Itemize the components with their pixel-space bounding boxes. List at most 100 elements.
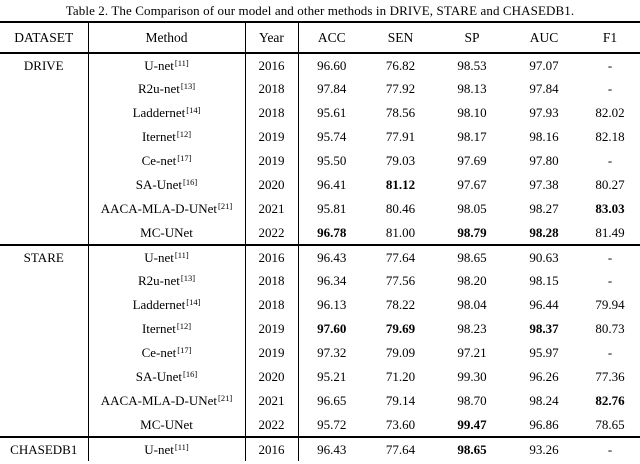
metric-cell-acc: 96.34 (317, 273, 347, 288)
table-row: CHASEDB1 U-net[11] 2016 96.43 77.64 98.65 93.2… (0, 436, 640, 461)
year-cell: 2019 (245, 341, 299, 365)
metric-cell-sp: 98.17 (457, 129, 487, 144)
dataset-cell (0, 77, 89, 101)
metric-cell-sp: 98.13 (457, 81, 487, 96)
table-row: Laddernet[14] 2018 96.13 78.22 98.04 96.44 79.… (0, 293, 640, 317)
metric-cell-sen: 77.64 (365, 244, 436, 269)
table-row: SA-Unet[16] 2020 96.41 81.12 97.67 97.38 80.27 (0, 173, 640, 197)
year-cell: 2018 (245, 269, 299, 293)
year-cell: 2020 (245, 173, 299, 197)
metric-cell-auc: 97.07 (529, 57, 559, 73)
citation-ref: [11] (174, 441, 189, 452)
table-row: R2u-net[13] 2018 96.34 77.56 98.20 98.15 - (0, 269, 640, 293)
metric-cell-f1: 82.76 (595, 393, 625, 408)
comparison-table: DATASET Method Year ACC SEN SP AUC F1 DR… (0, 21, 640, 461)
metric-cell-sp: 97.21 (457, 345, 487, 360)
col-header-year: Year (245, 21, 299, 54)
method-cell: Laddernet[14] (88, 101, 246, 125)
metric-cell-acc: 95.21 (317, 369, 347, 384)
citation-ref: [12] (176, 129, 192, 139)
metric-cell-sp: 98.65 (436, 436, 508, 461)
dataset-cell: DRIVE (0, 53, 89, 77)
method-cell: MC-UNet (88, 221, 246, 245)
col-header-sen: SEN (365, 21, 436, 54)
metric-cell-f1: 79.94 (595, 297, 625, 312)
metric-cell-sp: 98.23 (457, 321, 487, 336)
metric-cell-acc: 96.43 (298, 436, 365, 461)
metric-cell-f1: - (580, 244, 640, 269)
citation-ref: [11] (174, 57, 189, 68)
metric-cell-sp: 98.10 (457, 105, 487, 120)
method-cell: R2u-net[13] (88, 269, 246, 293)
table-row: MC-UNet 2022 95.72 73.60 99.47 96.86 78.65 (0, 413, 640, 437)
table-caption: Table 2. The Comparison of our model and… (65, 3, 575, 18)
citation-ref: [16] (183, 369, 198, 379)
table-row: Ce-net[17] 2019 97.32 79.09 97.21 95.97 - (0, 341, 640, 365)
citation-ref: [21] (218, 393, 233, 403)
metric-cell-auc: 98.28 (529, 224, 559, 240)
year-cell: 2022 (245, 221, 299, 245)
metric-cell-auc: 93.26 (508, 436, 580, 461)
metric-cell-acc: 95.72 (317, 416, 347, 432)
metric-cell-acc: 95.61 (317, 105, 347, 120)
dataset-cell (0, 269, 89, 293)
dataset-cell (0, 293, 89, 317)
metric-cell-f1: 81.49 (595, 224, 625, 240)
metric-cell-sp: 98.70 (457, 393, 487, 408)
dataset-cell: STARE (0, 244, 89, 269)
citation-ref: [11] (174, 249, 189, 260)
metric-cell-f1: - (580, 436, 640, 461)
metric-cell-acc: 97.60 (317, 321, 347, 336)
dataset-cell (0, 125, 89, 149)
method-cell: SA-Unet[16] (88, 173, 246, 197)
col-header-sp: SP (436, 21, 508, 54)
citation-ref: [17] (177, 345, 192, 355)
year-cell: 2016 (245, 244, 299, 269)
metric-cell-auc: 96.86 (529, 416, 559, 432)
metric-cell-acc: 95.50 (317, 153, 347, 168)
table-row: MC-UNet 2022 96.78 81.00 98.79 98.28 81.49 (0, 221, 640, 245)
table-row: Iternet[12] 2019 97.60 79.69 98.23 98.37 80.73 (0, 317, 640, 341)
metric-cell-f1: 82.18 (595, 129, 625, 144)
metric-cell-sen: 77.92 (385, 81, 416, 96)
method-cell: Ce-net[17] (88, 341, 246, 365)
dataset-cell (0, 365, 89, 389)
metric-cell-acc: 96.78 (317, 224, 347, 240)
dataset-cell (0, 317, 89, 341)
method-cell: R2u-net[13] (88, 77, 246, 101)
metric-cell-f1: - (607, 273, 613, 288)
citation-ref: [21] (218, 201, 233, 211)
metric-cell-sp: 98.79 (457, 224, 487, 240)
method-cell: Iternet[12] (88, 317, 246, 341)
metric-cell-auc: 98.37 (529, 321, 559, 336)
metric-cell-auc: 98.24 (529, 393, 559, 408)
dataset-cell (0, 389, 89, 413)
citation-ref: [14] (186, 297, 201, 307)
year-cell: 2021 (245, 197, 299, 221)
metric-cell-acc: 96.41 (317, 177, 347, 192)
metric-cell-sp: 99.30 (457, 369, 487, 384)
year-cell: 2022 (245, 413, 299, 437)
dataset-cell: CHASEDB1 (0, 436, 89, 461)
metric-cell-f1: 80.27 (595, 177, 625, 192)
table-body: DRIVE U-net[11] 2016 96.60 76.82 98.53 97.07- R… (0, 53, 640, 461)
dataset-cell (0, 149, 89, 173)
metric-cell-sen: 79.14 (385, 393, 416, 408)
metric-cell-f1: 77.36 (595, 369, 625, 384)
metric-cell-acc: 97.32 (317, 345, 347, 360)
dataset-cell (0, 197, 89, 221)
header-row: DATASET Method Year ACC SEN SP AUC F1 (0, 21, 640, 54)
dataset-cell (0, 221, 89, 245)
col-header-f1: F1 (580, 21, 640, 54)
metric-cell-f1: 78.65 (595, 416, 625, 432)
col-header-auc: AUC (508, 21, 580, 54)
year-cell: 2020 (245, 365, 299, 389)
metric-cell-sp: 97.67 (457, 177, 487, 192)
metric-cell-sp: 98.04 (457, 297, 487, 312)
metric-cell-sen: 73.60 (385, 416, 416, 432)
col-header-acc: ACC (298, 21, 365, 54)
method-cell: Ce-net[17] (88, 149, 246, 173)
metric-cell-auc: 95.97 (529, 345, 559, 360)
metric-cell-f1: - (607, 57, 613, 73)
dataset-cell (0, 413, 89, 437)
